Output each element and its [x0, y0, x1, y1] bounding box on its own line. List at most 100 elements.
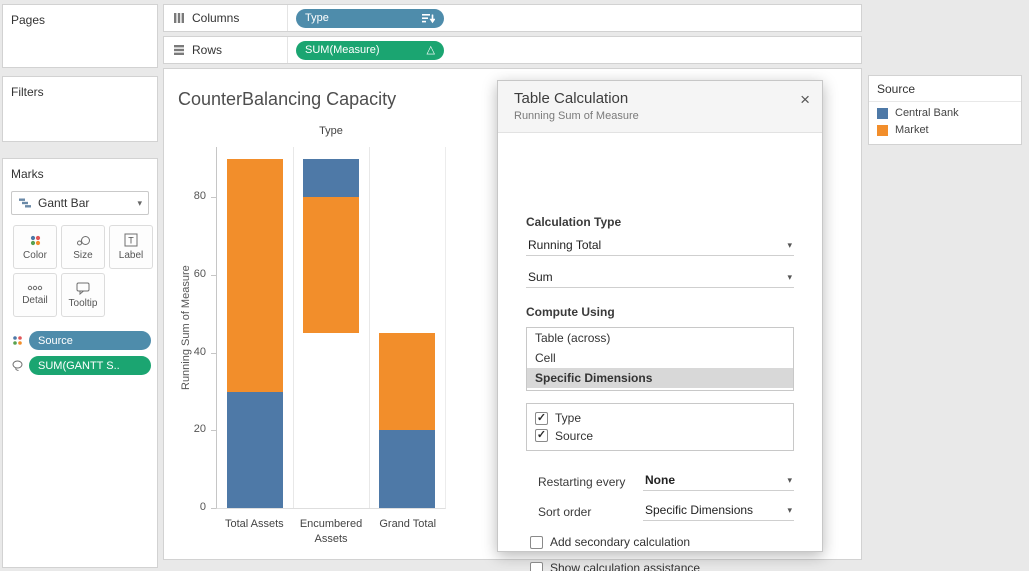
- sort-order-label: Sort order: [538, 505, 592, 519]
- legend-items: Central Bank Market: [869, 102, 1021, 141]
- detail-button[interactable]: Detail: [13, 273, 57, 317]
- mark-type-dropdown[interactable]: Gantt Bar ▾: [11, 191, 149, 215]
- marks-pill-gantt-size[interactable]: SUM(GANTT S..: [29, 356, 151, 375]
- y-tick-mark: [211, 352, 216, 354]
- chevron-down-icon: ▾: [787, 271, 792, 282]
- add-secondary-calculation-label: Add secondary calculation: [550, 535, 691, 549]
- rows-pill-sum-measure-label: SUM(Measure): [305, 44, 380, 56]
- tooltip-button[interactable]: Tooltip: [61, 273, 105, 317]
- marks-buttons: Color Size T Label Detail: [13, 225, 153, 317]
- bar-segment-market[interactable]: [303, 197, 359, 334]
- category-divider-line: [293, 147, 294, 508]
- restarting-every-value: None: [645, 473, 675, 487]
- bar-segment-central-bank[interactable]: [227, 391, 283, 508]
- label-button-label: Label: [118, 250, 144, 261]
- sort-order-value: Specific Dimensions: [645, 503, 754, 517]
- bar-segment-central-bank[interactable]: [303, 158, 359, 198]
- chart-plot: [216, 147, 446, 509]
- aggregation-value: Sum: [528, 270, 553, 284]
- size-marks-icon: [9, 359, 25, 372]
- compute-option[interactable]: Cell: [535, 351, 556, 365]
- calculation-type-value: Running Total: [528, 238, 602, 252]
- columns-shelf[interactable]: Columns Type: [163, 4, 862, 32]
- x-category-label: Grand Total: [379, 518, 437, 530]
- sort-order-dropdown[interactable]: Specific Dimensions ▾: [643, 500, 794, 521]
- rows-shelf-head: Rows: [164, 37, 288, 63]
- mark-type-value: Gantt Bar: [38, 196, 90, 210]
- dialog-subtitle: Running Sum of Measure: [514, 110, 639, 122]
- bar-segment-central-bank[interactable]: [379, 430, 435, 508]
- x-category-label: Encumbered Assets: [299, 518, 363, 545]
- compute-using-listbox: Table (across) Cell Specific Dimensions: [526, 327, 794, 391]
- bar-segment-market[interactable]: [227, 158, 283, 392]
- size-button-label: Size: [73, 249, 93, 261]
- y-tick-label: 80: [193, 190, 206, 203]
- restarting-every-dropdown[interactable]: None ▾: [643, 470, 794, 491]
- dimension-checkbox-row[interactable]: ✓ Source: [535, 429, 785, 443]
- label-button[interactable]: T Label: [109, 225, 153, 269]
- dimension-checkbox-row[interactable]: ✓ Type: [535, 411, 785, 425]
- marks-pill-source[interactable]: Source: [29, 331, 151, 350]
- show-calculation-assistance-checkbox[interactable]: [530, 561, 543, 571]
- close-icon[interactable]: ×: [800, 90, 810, 109]
- pages-shelf[interactable]: Pages: [2, 4, 158, 68]
- compute-using-label: Compute Using: [526, 305, 615, 319]
- type-checkbox[interactable]: ✓: [535, 411, 548, 425]
- marks-card: Marks Gantt Bar ▾ Color Size: [2, 158, 158, 568]
- add-secondary-calculation-checkbox[interactable]: [530, 535, 543, 549]
- filters-shelf[interactable]: Filters: [2, 76, 158, 142]
- aggregation-dropdown[interactable]: Sum ▾: [526, 267, 794, 288]
- central-bank-swatch: [877, 107, 888, 119]
- rows-pill-sum-measure[interactable]: SUM(Measure) △: [296, 40, 444, 60]
- y-tick-mark: [211, 197, 216, 199]
- columns-shelf-head: Columns: [164, 5, 288, 31]
- text-label-icon: T: [124, 233, 138, 247]
- marks-pill-source-label: Source: [38, 334, 73, 347]
- size-button[interactable]: Size: [61, 225, 105, 269]
- filters-label: Filters: [11, 85, 44, 99]
- marks-pill-row: Source: [9, 331, 151, 350]
- pages-label: Pages: [11, 13, 46, 27]
- y-tick-label: 0: [199, 501, 206, 513]
- market-label: Market: [895, 124, 929, 136]
- marks-pill-row: SUM(GANTT S..: [9, 356, 151, 375]
- add-secondary-calculation-row[interactable]: Add secondary calculation: [530, 535, 690, 549]
- sheet-title: CounterBalancing Capacity: [178, 89, 397, 109]
- color-icon: [29, 234, 42, 247]
- specific-dimensions-group: ✓ Type ✓ Source: [526, 403, 794, 451]
- y-tick-label: 60: [193, 268, 206, 281]
- show-calculation-assistance-label: Show calculation assistance: [550, 561, 701, 571]
- x-axis-labels: Total Assets Encumbered Assets Grand Total: [216, 517, 446, 547]
- dialog-title: Table Calculation: [514, 90, 629, 107]
- legend-item-market[interactable]: Market: [877, 124, 1013, 136]
- calculation-type-dropdown[interactable]: Running Total ▾: [526, 235, 794, 256]
- marks-pill-gantt-size-label: SUM(GANTT S..: [38, 359, 120, 372]
- marks-field-pills: Source SUM(GANTT S..: [9, 331, 151, 375]
- sort-descending-icon: [422, 13, 435, 24]
- source-checkbox[interactable]: ✓: [535, 429, 548, 443]
- color-marks-icon: [9, 335, 25, 346]
- compute-option[interactable]: Table (across): [535, 331, 611, 345]
- chevron-down-icon: ▾: [787, 239, 792, 250]
- rows-shelf[interactable]: Rows SUM(Measure) △: [163, 36, 862, 64]
- columns-pill-type-label: Type: [305, 12, 329, 24]
- show-calculation-assistance-row[interactable]: Show calculation assistance: [530, 561, 700, 571]
- column-field-header: Type: [319, 125, 343, 137]
- color-button-label: Color: [23, 249, 47, 261]
- columns-pill-type[interactable]: Type: [296, 8, 444, 28]
- x-category-label: Total Assets: [224, 518, 284, 530]
- dialog-header: Table Calculation Running Sum of Measure…: [498, 81, 822, 133]
- size-icon: [76, 234, 91, 247]
- category-divider-line: [369, 147, 370, 508]
- columns-shelf-pills: Type: [288, 8, 444, 28]
- bar-segment-market[interactable]: [379, 333, 435, 431]
- y-axis-ticks: 0 20 40 60 80: [164, 147, 216, 513]
- columns-shelf-label: Columns: [192, 11, 240, 25]
- tooltip-icon: [76, 282, 90, 295]
- y-tick-label: 40: [193, 345, 206, 358]
- compute-option[interactable]: Specific Dimensions: [527, 368, 793, 388]
- color-button[interactable]: Color: [13, 225, 57, 269]
- legend-item-central-bank[interactable]: Central Bank: [877, 107, 1013, 119]
- rows-shelf-pills: SUM(Measure) △: [288, 40, 444, 60]
- legend-title: Source: [869, 76, 1021, 102]
